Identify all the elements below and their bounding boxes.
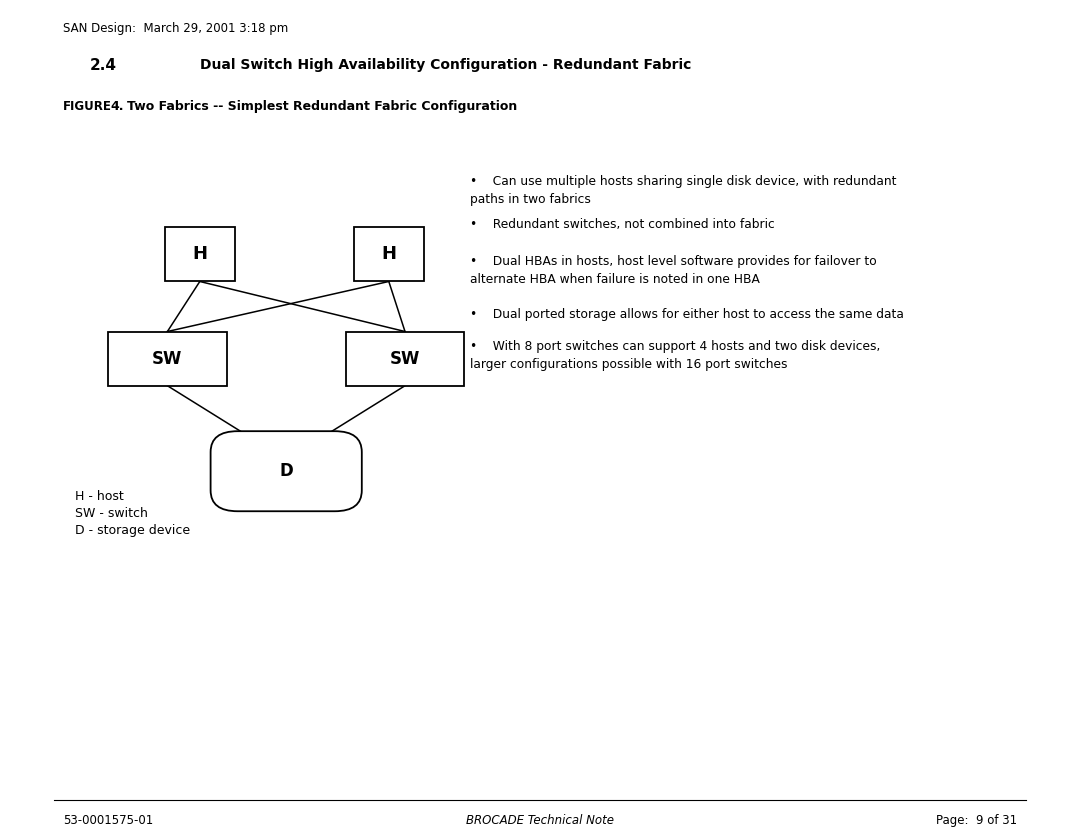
Text: •    Dual HBAs in hosts, host level software provides for failover to: • Dual HBAs in hosts, host level softwar…	[470, 255, 877, 268]
FancyBboxPatch shape	[354, 228, 424, 282]
Text: larger configurations possible with 16 port switches: larger configurations possible with 16 p…	[470, 359, 787, 371]
Text: •    Dual ported storage allows for either host to access the same data: • Dual ported storage allows for either …	[470, 308, 904, 321]
FancyBboxPatch shape	[164, 228, 235, 282]
Text: BROCADE Technical Note: BROCADE Technical Note	[465, 814, 615, 827]
Text: 4.: 4.	[110, 100, 123, 113]
Text: SW: SW	[390, 349, 420, 368]
Text: •    Redundant switches, not combined into fabric: • Redundant switches, not combined into …	[470, 218, 774, 231]
Text: SW: SW	[152, 349, 183, 368]
Text: H - host: H - host	[75, 490, 124, 503]
Text: SW - switch: SW - switch	[75, 507, 148, 520]
FancyBboxPatch shape	[211, 431, 362, 511]
Text: H: H	[192, 245, 207, 264]
Text: Two Fabrics -- Simplest Redundant Fabric Configuration: Two Fabrics -- Simplest Redundant Fabric…	[127, 100, 517, 113]
FancyBboxPatch shape	[108, 332, 227, 385]
Text: FIGURE: FIGURE	[63, 100, 112, 113]
Text: Page:  9 of 31: Page: 9 of 31	[936, 814, 1017, 827]
Text: D: D	[280, 462, 293, 480]
Text: •    Can use multiple hosts sharing single disk device, with redundant: • Can use multiple hosts sharing single …	[470, 175, 896, 188]
Text: •    With 8 port switches can support 4 hosts and two disk devices,: • With 8 port switches can support 4 hos…	[470, 340, 880, 353]
Text: H: H	[381, 245, 396, 264]
FancyBboxPatch shape	[346, 332, 464, 385]
Text: 53-0001575-01: 53-0001575-01	[63, 814, 153, 827]
Text: 2.4: 2.4	[90, 58, 117, 73]
Text: D - storage device: D - storage device	[75, 524, 190, 537]
Text: paths in two fabrics: paths in two fabrics	[470, 193, 591, 206]
Text: alternate HBA when failure is noted in one HBA: alternate HBA when failure is noted in o…	[470, 274, 760, 286]
Text: Dual Switch High Availability Configuration - Redundant Fabric: Dual Switch High Availability Configurat…	[200, 58, 691, 72]
Text: SAN Design:  March 29, 2001 3:18 pm: SAN Design: March 29, 2001 3:18 pm	[63, 22, 288, 35]
